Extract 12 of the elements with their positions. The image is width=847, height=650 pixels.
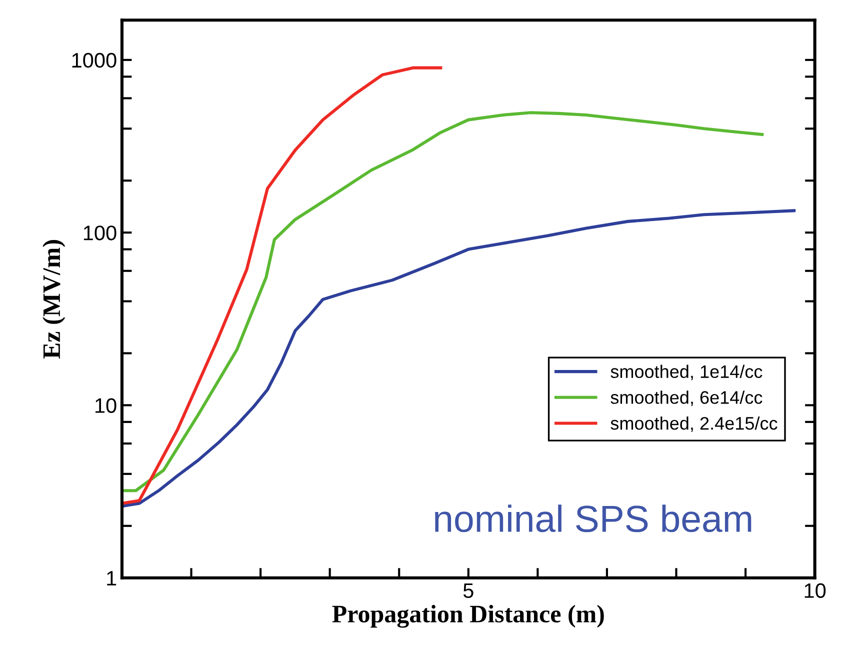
legend-label: smoothed, 1e14/cc xyxy=(610,364,762,380)
legend-label: smoothed, 2.4e15/cc xyxy=(610,416,778,432)
x-tick-label: 5 xyxy=(463,583,474,598)
y-axis-title: Ez (MV/m) xyxy=(42,240,66,359)
y-tick-label: 100 xyxy=(84,226,116,240)
y-tick-label: 10 xyxy=(96,398,116,413)
y-tick-label: 1000 xyxy=(72,52,116,68)
legend-label: smoothed, 6e14/cc xyxy=(610,390,762,406)
annotation: nominal SPS beam xyxy=(435,504,752,532)
line-series xyxy=(122,66,442,505)
x-axis-title: Propagation Distance (m) xyxy=(332,604,604,628)
y-tick-label: 1 xyxy=(107,571,116,586)
